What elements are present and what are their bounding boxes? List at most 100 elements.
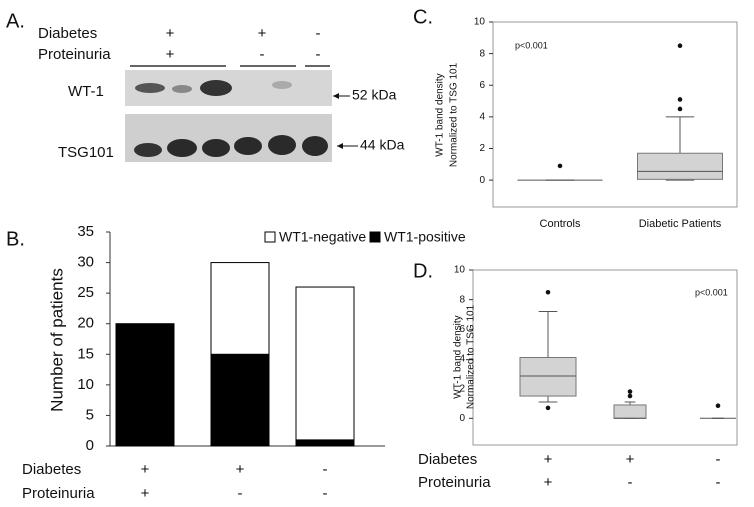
legend-label: WT1-positive bbox=[384, 229, 466, 245]
y-axis-label: Normalized to TSG 101 bbox=[449, 62, 460, 167]
row-label: Proteinuria bbox=[418, 474, 491, 491]
row-sign: + bbox=[626, 451, 635, 468]
row-sign: - bbox=[716, 474, 721, 491]
legend-swatch bbox=[264, 231, 276, 243]
blot-sign: + bbox=[166, 46, 175, 63]
row-sign: + bbox=[141, 485, 150, 502]
bar-segment bbox=[115, 323, 175, 447]
band bbox=[302, 136, 328, 156]
row-sign: - bbox=[628, 474, 633, 491]
y-tick-label: 8 bbox=[479, 48, 485, 59]
band bbox=[200, 80, 232, 96]
row-label: Proteinuria bbox=[22, 485, 95, 502]
y-tick-label: 10 bbox=[454, 265, 466, 276]
row-sign: - bbox=[716, 451, 721, 468]
outlier bbox=[557, 163, 563, 169]
row-label: Diabetes bbox=[22, 461, 81, 478]
blot-sign: + bbox=[166, 25, 175, 42]
y-tick-label: 10 bbox=[77, 376, 94, 393]
y-tick-label: 30 bbox=[77, 254, 94, 271]
blot-sign: - bbox=[260, 46, 265, 63]
outlier bbox=[627, 389, 633, 394]
outlier bbox=[545, 289, 551, 295]
row-label: Diabetes bbox=[418, 451, 477, 468]
y-tick-label: 2 bbox=[459, 383, 465, 394]
y-tick-label: 0 bbox=[459, 413, 465, 424]
x-tick-label: Diabetic Patients bbox=[639, 218, 722, 230]
arrow-head bbox=[337, 143, 343, 149]
blot-strip bbox=[125, 114, 332, 162]
band-label: WT-1 bbox=[68, 83, 104, 100]
y-tick-label: 0 bbox=[479, 175, 485, 186]
y-axis-label: Normalized to TSG 101 bbox=[466, 304, 477, 409]
size-label: 44 kDa bbox=[360, 137, 405, 153]
band bbox=[134, 143, 162, 157]
y-tick-label: 6 bbox=[459, 324, 465, 335]
blot-row-label: Diabetes bbox=[38, 25, 97, 42]
y-tick-label: 35 bbox=[77, 223, 94, 240]
plot-frame bbox=[492, 21, 738, 208]
bar-segment bbox=[210, 262, 270, 355]
bar-segment bbox=[295, 439, 355, 447]
y-axis-label: WT-1 band density bbox=[435, 73, 446, 156]
y-tick-label: 20 bbox=[77, 315, 94, 332]
outlier bbox=[677, 106, 683, 112]
y-tick-label: 6 bbox=[479, 80, 485, 91]
legend-label: WT1-negative bbox=[279, 229, 366, 245]
row-sign: + bbox=[544, 474, 553, 491]
blot-sign: + bbox=[258, 25, 267, 42]
box bbox=[519, 357, 577, 397]
outlier bbox=[677, 97, 683, 102]
blot: Diabetes Proteinuria + + - + - - WT-1 TS… bbox=[38, 25, 405, 162]
row-sign: - bbox=[323, 485, 328, 502]
row-sign: - bbox=[323, 461, 328, 478]
band bbox=[172, 85, 192, 93]
outlier bbox=[545, 405, 551, 411]
band bbox=[135, 83, 165, 93]
blot-sign: - bbox=[316, 46, 321, 63]
panel-label: B. bbox=[6, 228, 25, 250]
bar-segment bbox=[210, 353, 270, 447]
y-tick-label: 2 bbox=[479, 143, 485, 154]
y-tick-label: 4 bbox=[459, 354, 465, 365]
panel-label: A. bbox=[6, 10, 25, 32]
panel-label: C. bbox=[413, 6, 433, 28]
y-tick-label: 5 bbox=[86, 406, 94, 423]
band bbox=[272, 81, 292, 89]
plot-frame bbox=[472, 269, 738, 446]
bar-segment bbox=[295, 286, 355, 441]
annotation: p<0.001 bbox=[515, 40, 548, 50]
row-sign: - bbox=[238, 485, 243, 502]
box bbox=[613, 404, 647, 419]
y-tick-label: 4 bbox=[479, 112, 485, 123]
y-tick-label: 15 bbox=[77, 345, 94, 362]
annotation: p<0.001 bbox=[695, 287, 728, 297]
y-axis-label: WT-1 band density bbox=[453, 315, 464, 398]
band bbox=[202, 139, 230, 157]
y-tick-label: 8 bbox=[459, 294, 465, 305]
y-tick-label: 10 bbox=[474, 17, 486, 28]
row-sign: + bbox=[141, 461, 150, 478]
blot-sign: - bbox=[316, 25, 321, 42]
y-tick-label: 25 bbox=[77, 284, 94, 301]
size-label: 52 kDa bbox=[352, 87, 397, 103]
band bbox=[234, 137, 262, 155]
panel-label: D. bbox=[413, 260, 433, 282]
band bbox=[167, 139, 197, 157]
box bbox=[637, 152, 723, 180]
legend-swatch bbox=[369, 231, 381, 243]
band bbox=[268, 135, 296, 155]
y-tick-label: 0 bbox=[86, 437, 94, 454]
band-label: TSG101 bbox=[58, 144, 114, 161]
y-axis-label: Number of patients bbox=[47, 268, 66, 412]
blot-row-label: Proteinuria bbox=[38, 46, 111, 63]
outlier bbox=[627, 393, 633, 399]
x-tick-label: Controls bbox=[540, 218, 581, 230]
row-sign: + bbox=[236, 461, 245, 478]
outlier bbox=[677, 43, 683, 49]
outlier bbox=[715, 403, 721, 408]
row-sign: + bbox=[544, 451, 553, 468]
